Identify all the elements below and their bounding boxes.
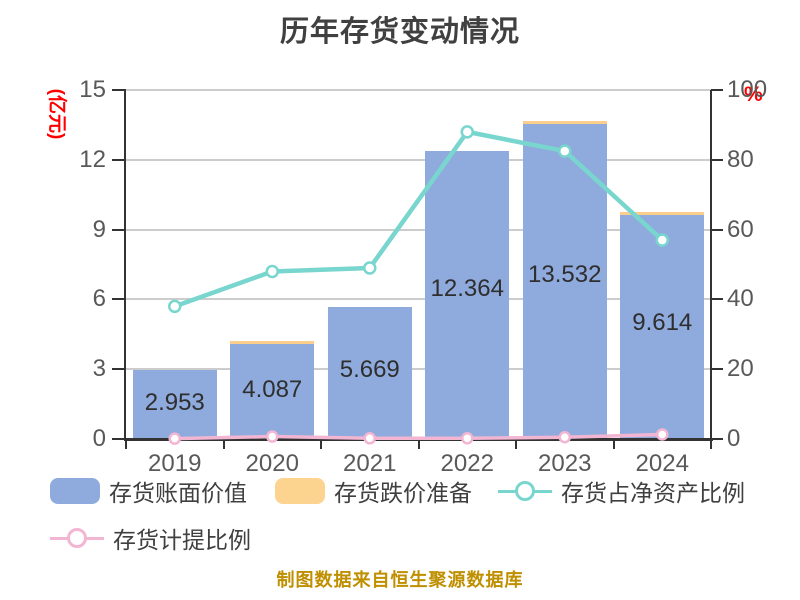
y-axis-tick-label-right: 100 [727, 76, 768, 103]
x-axis-tick [515, 440, 517, 449]
x-axis-label: 2022 [440, 450, 494, 477]
bar-value-label: 4.087 [242, 375, 303, 403]
right-axis-tick [711, 298, 723, 301]
x-axis-label: 2023 [538, 450, 592, 477]
bar-cap-2020 [230, 341, 315, 344]
bar-2021 [327, 307, 412, 439]
legend-label: 存货账面价值 [109, 480, 247, 506]
bar-cap-2024 [620, 212, 705, 216]
legend-item-inventory-to-net-assets-ratio: 存货占净资产比例 [498, 477, 745, 506]
legend-label: 存货计提比例 [113, 527, 251, 553]
y-axis-tick-label-left: 15 [79, 76, 106, 103]
legend-label: 存货占净资产比例 [561, 480, 745, 506]
bar-value-label: 9.614 [632, 308, 693, 336]
y-axis-tick-label-left: 0 [92, 425, 106, 452]
right-axis-line [710, 90, 712, 441]
legend-item-inventory-write-down: 存货跌价准备 [275, 477, 472, 506]
x-axis-label: 2021 [343, 450, 397, 477]
legend-line-marker-teal [498, 477, 552, 505]
legend-item-inventory-book-value: 存货账面价值 [50, 477, 247, 506]
bar-value-label: 2.953 [144, 389, 205, 417]
right-axis-tick [711, 228, 723, 231]
x-axis-tick [612, 440, 615, 449]
legend-swatch-blue-bar [50, 478, 100, 504]
y-axis-tick-label-left: 6 [92, 285, 106, 313]
bar-value-label: 5.669 [339, 356, 400, 384]
gridline [126, 368, 711, 371]
right-axis-tick [711, 158, 723, 161]
y-axis-tick-label-right: 40 [727, 285, 754, 313]
y-axis-tick-label-left: 3 [92, 355, 106, 383]
left-axis-tick [112, 158, 126, 161]
right-axis-tick [711, 368, 723, 371]
gridline [126, 89, 711, 91]
bar-value-label: 13.532 [528, 261, 602, 289]
y-axis-tick-label-left: 12 [79, 145, 106, 173]
legend-label: 存货跌价准备 [334, 480, 472, 506]
line-marker-icon [67, 528, 87, 548]
legend-line-marker-pink [50, 524, 104, 552]
line-marker [460, 125, 474, 139]
left-axis-tick [112, 89, 126, 91]
gridline [126, 158, 711, 161]
y-axis-tick-label-right: 60 [727, 215, 754, 243]
x-axis-label: 2019 [148, 450, 202, 477]
x-axis-tick [417, 440, 420, 449]
line-marker [265, 264, 279, 279]
x-axis-tick [222, 440, 225, 449]
left-axis-tick [112, 438, 126, 440]
left-axis-tick [112, 228, 126, 231]
left-axis-tick [112, 298, 126, 301]
x-axis-label: 2020 [245, 450, 299, 477]
x-axis-tick [710, 440, 712, 449]
bar-cap-2023 [522, 121, 607, 125]
left-axis-tick [112, 368, 126, 371]
line-marker-icon [515, 481, 535, 501]
line-marker [168, 299, 182, 314]
right-axis-unit-label: % [744, 83, 763, 106]
right-axis-tick [711, 89, 723, 91]
left-axis-line [124, 90, 126, 441]
x-axis-tick [320, 440, 322, 449]
line-marker [363, 261, 377, 275]
right-axis-tick [711, 438, 723, 440]
y-axis-tick-label-right: 0 [727, 425, 741, 452]
x-axis-label: 2024 [635, 450, 689, 477]
y-axis-tick-label-right: 20 [727, 355, 754, 383]
legend-item-inventory-provision-ratio: 存货计提比例 [50, 524, 251, 553]
y-axis-tick-label-left: 9 [92, 215, 106, 243]
legend-swatch-orange-bar [275, 478, 325, 504]
bar-value-label: 12.364 [430, 275, 504, 303]
x-axis-tick [125, 440, 127, 449]
data-source-note: 制图数据来自恒生聚源数据库 [276, 570, 524, 590]
bar-2020 [230, 343, 315, 439]
chart-title: 历年存货变动情况 [279, 16, 520, 48]
bar-2019 [132, 370, 217, 439]
y-axis-tick-label-right: 80 [727, 145, 754, 173]
